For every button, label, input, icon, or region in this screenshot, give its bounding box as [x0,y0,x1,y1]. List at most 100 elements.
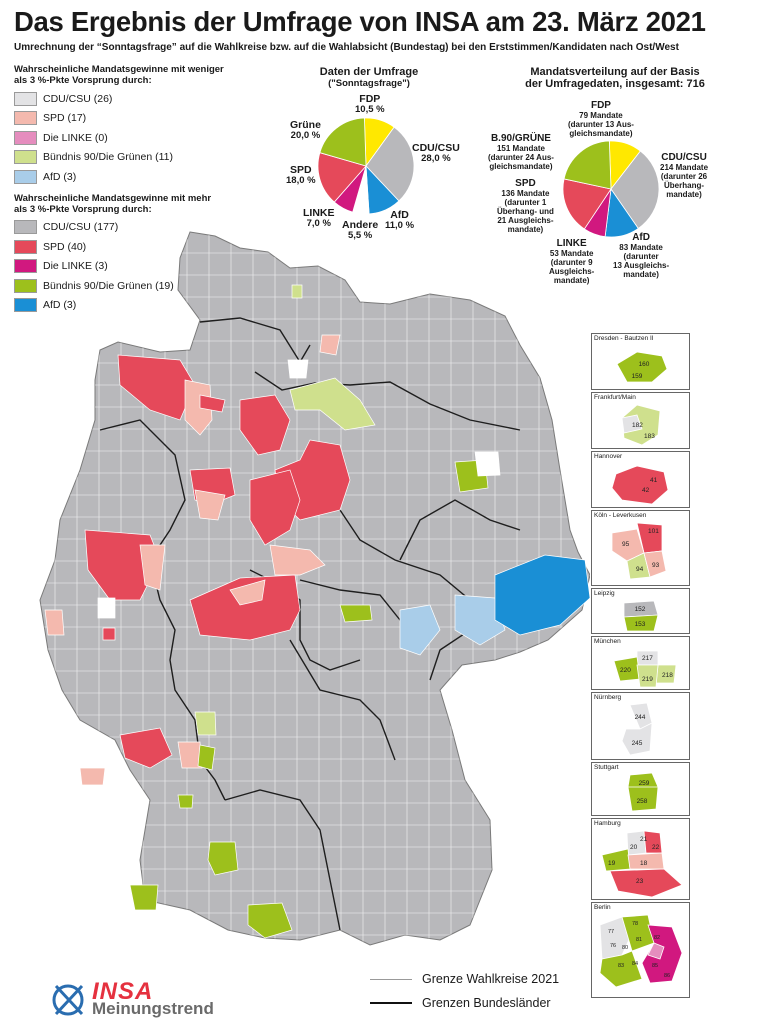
legend-under-item: SPD (17) [14,109,224,129]
legend-label: Die LINKE (3) [43,260,108,273]
legend-heading-over: Wahrscheinliche Mandatsgewinne mit mehr … [14,192,212,215]
pie1-label-cdu: CDU/CSU 28,0 % [412,142,460,164]
state-borders [99,317,521,931]
color-swatch [14,259,37,274]
inset-leipzig: Leipzig 152 153 [591,588,690,634]
pie-slice-spd [317,152,367,203]
pie2-label-afd: AfD 83 Mandate (darunter 13 Ausgleichs-mand… [613,232,670,279]
legend-over-item: CDU/CSU (177) [14,218,224,238]
inset-number: 259 [639,780,650,787]
legend-label: AfD (3) [43,170,77,183]
legend-bundeslaender: Grenzen Bundesländer [370,996,551,1010]
inset-stuttgart: Stuttgart 259 258 [591,762,690,816]
color-swatch [14,111,37,126]
legend-label: Bündnis 90/Die Grünen (11) [43,151,173,164]
inset-number: 22 [652,844,660,851]
germany-constituency-map [39,231,590,946]
pie2-title-line1: Mandatsverteilung auf der Basis [530,66,700,78]
inset-number: 41 [650,477,658,484]
inset-number: 20 [630,844,638,851]
color-swatch [14,150,37,165]
inset-dresden: Dresden - Bautzen II 160 159 [591,333,690,390]
legend-over-item: SPD (40) [14,237,224,257]
legend-label: Bündnis 90/Die Grünen (19) [43,279,174,292]
thick-line-swatch [370,1002,412,1004]
legend-over-item: Die LINKE (3) [14,257,224,277]
pie-chart-survey [317,117,415,215]
inset-number: 160 [639,361,650,368]
inset-number: 95 [622,541,630,548]
inset-number: 80 [622,945,628,951]
inset-number: 182 [632,422,643,429]
color-swatch [14,298,37,313]
legend-heading-under: Wahrscheinliche Mandatsgewinne mit wenig… [14,64,224,86]
map-legend: Wahrscheinliche Mandatsgewinne mit wenig… [14,64,224,315]
inset-hannover: Hannover 41 42 [591,451,690,508]
inset-number: 258 [637,798,648,805]
inset-number: 218 [662,672,673,679]
legend-under-item: AfD (3) [14,167,224,187]
inset-berlin: Berlin 77 78 76 80 81 82 83 84 85 86 [591,902,690,998]
pie1-label-linke: LINKE 7,0 % [303,207,335,229]
inset-number: 93 [652,562,660,569]
inset-number: 153 [635,621,646,628]
legend-over-item: AfD (3) [14,296,224,316]
inset-number: 42 [642,487,650,494]
inset-number: 83 [618,963,624,969]
color-swatch [14,91,37,106]
pie1-label-andere: Andere 5,5 % [342,219,379,241]
pie1-title: Daten der Umfrage ("Sonntagsfrage") [296,66,442,90]
page-title: Das Ergebnis der Umfrage von INSA am 23.… [14,6,706,37]
color-swatch [14,220,37,235]
logo-tagline: Meinungstrend [92,999,214,1018]
legend-label: SPD (17) [43,112,87,125]
inset-number: 219 [642,676,653,683]
thin-line-swatch [370,978,412,980]
inset-muenchen: München 217 220 218 219 [591,636,690,690]
inset-number: 76 [610,943,616,949]
inset-number: 152 [635,606,646,613]
inset-number: 21 [640,836,648,843]
color-swatch [14,169,37,184]
inset-nuernberg: Nürnberg 244 245 [591,692,690,760]
inset-number: 159 [632,373,643,380]
pie2-title: Mandatsverteilung auf der Basis der Umfr… [495,66,735,90]
pie-slice-b-90-grüne [563,140,612,190]
inset-number: 84 [632,961,638,967]
legend-under-item: CDU/CSU (26) [14,89,224,109]
pie-slice-grüne [319,117,367,167]
legend-label: Die LINKE (0) [43,131,108,144]
pie-slice-cdu-csu [365,126,415,202]
pie2-label-linke: LINKE 53 Mandate (darunter 9 Ausgleichs-man… [549,238,595,285]
inset-number: 86 [664,973,670,979]
pie1-label-gruene: Grüne 20,0 % [290,119,321,141]
inset-number: 217 [642,655,653,662]
inset-number: 82 [654,935,660,941]
inset-hamburg: Hamburg 21 20 22 19 18 23 [591,818,690,900]
inset-number: 23 [636,878,644,885]
inset-number: 81 [636,937,642,943]
pie-slice-spd [562,178,612,230]
color-swatch [14,130,37,145]
pie2-label-fdp: FDP 79 Mandate (darunter 13 Aus-gleichsman… [568,100,634,138]
inset-number: 183 [644,433,655,440]
inset-number: 220 [620,667,631,674]
pie-slice-cdu-csu [610,150,660,230]
pie1-label-afd: AfD 11,0 % [385,209,415,231]
legend-under-item: Bündnis 90/Die Grünen (11) [14,148,224,168]
inset-number: 245 [632,740,643,747]
inset-number: 18 [640,860,648,867]
logo-brand: INSA [92,978,154,1005]
pie1-title-line1: Daten der Umfrage [319,66,419,78]
pie2-label-cdu: CDU/CSU 214 Mandate (darunter 26 Überhang-m… [660,152,709,199]
inset-koeln: Köln - Leverkusen 101 95 94 93 [591,510,690,586]
legend-under-item: Die LINKE (0) [14,128,224,148]
pie1-label-fdp: FDP 10,5 % [355,93,385,115]
legend-label: CDU/CSU (26) [43,92,113,105]
pie-chart-seats [562,140,660,238]
legend-over-item: Bündnis 90/Die Grünen (19) [14,276,224,296]
inset-number: 94 [636,566,644,573]
color-swatch [14,239,37,254]
pie2-label-gruene: B.90/GRÜNE 151 Mandate (darunter 24 Aus-gl… [488,133,554,171]
pie1-label-spd: SPD 18,0 % [286,164,316,186]
